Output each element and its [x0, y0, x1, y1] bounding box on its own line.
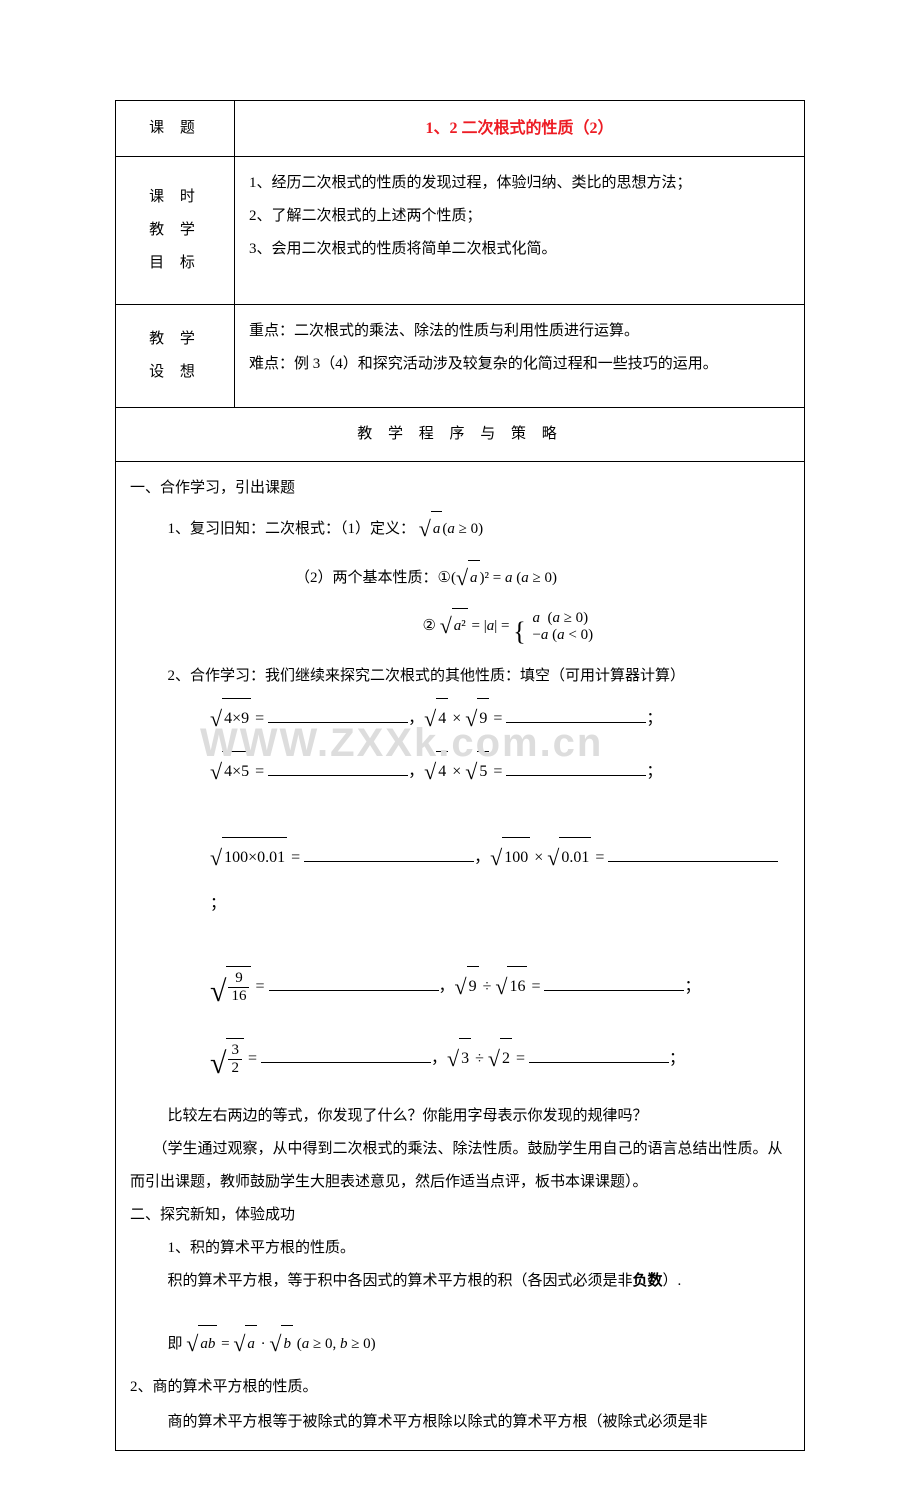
design-2: 难点：例 3（4）和探究活动涉及较复杂的化简过程和一些技巧的运用。	[249, 356, 718, 372]
compare-line: 比较左右两边的等式，你发现了什么？你能用字母表示你发现的规律吗？	[130, 1100, 790, 1133]
eq-row-3: √100×0.01 = ，√100 × √0.01 = ；	[130, 832, 790, 923]
design-cell: 重点：二次根式的乘法、除法的性质与利用性质进行运算。 难点：例 3（4）和探究活…	[235, 305, 805, 408]
objectives-label: 课 时 教 学 目 标	[116, 157, 235, 305]
sub-2: 2、商的算术平方根的性质。	[130, 1379, 318, 1395]
eq-row-1: √4×9 = ，√4 × √9 = ；	[130, 693, 790, 746]
design-label: 教 学 设 想	[116, 305, 235, 408]
obj-3: 3、会用二次根式的性质将简单二次根式化简。	[249, 241, 557, 257]
prop-line-1: （2）两个基本性质：①(√a)² = a (a ≥ 0)	[130, 554, 790, 602]
obj-1: 1、经历二次根式的性质的发现过程，体验归纳、类比的思想方法；	[249, 175, 692, 191]
bold-negative: 负数	[633, 1273, 663, 1289]
topic-label: 课 题	[116, 101, 235, 157]
coop-line: 2、合作学习：我们继续来探究二次根式的其他性质：填空（可用计算器计算）	[130, 660, 790, 693]
observe-para: （学生通过观察，从中得到二次根式的乘法、除法性质。鼓励学生用自己的语言总结出性质…	[130, 1141, 783, 1190]
eq-row-4: √916 = ，√9 ÷ √16 = ；	[130, 956, 790, 1028]
sub-1-text: 积的算术平方根，等于积中各因式的算术平方根的积（各因式必须是非负数）.	[130, 1265, 790, 1298]
lesson-title: 1、2 二次根式的性质（2）	[235, 101, 805, 157]
body-cell-2: 即 √ab = √a · √b (a ≥ 0, b ≥ 0) 2、商的算术平方根…	[115, 1308, 805, 1451]
process-label: 教 学 程 序 与 策 略	[116, 408, 805, 462]
sub-1: 1、积的算术平方根的性质。	[130, 1232, 790, 1265]
product-rule-eq: 即 √ab = √a · √b (a ≥ 0, b ≥ 0)	[130, 1318, 790, 1370]
obj-2: 2、了解二次根式的上述两个性质；	[249, 208, 482, 224]
def-math: √a(a ≥ 0)	[419, 521, 483, 537]
body-cell-1: 一、合作学习，引出课题 1、复习旧知：二次根式：（1）定义： √a(a ≥ 0)…	[116, 462, 805, 1308]
sub-2-text: 商的算术平方根等于被除式的算术平方根除以除式的算术平方根（被除式必须是非	[130, 1405, 790, 1440]
objectives-cell: 1、经历二次根式的性质的发现过程，体验归纳、类比的思想方法； 2、了解二次根式的…	[235, 157, 805, 305]
design-1: 重点：二次根式的乘法、除法的性质与利用性质进行运算。	[249, 323, 639, 339]
eq-row-2: √4×5 = ，√4 × √5 = ；	[130, 746, 790, 799]
heading-1: 一、合作学习，引出课题	[130, 480, 295, 496]
heading-2: 二、探究新知，体验成功	[130, 1207, 295, 1223]
prop-line-2: ② √a² = |a| = { a (a ≥ 0) −a (a < 0)	[130, 602, 790, 660]
eq-row-5: √32 = ，√3 ÷ √2 = ；	[130, 1028, 790, 1100]
review-line: 1、复习旧知：二次根式：（1）定义： √a(a ≥ 0)	[130, 505, 790, 553]
